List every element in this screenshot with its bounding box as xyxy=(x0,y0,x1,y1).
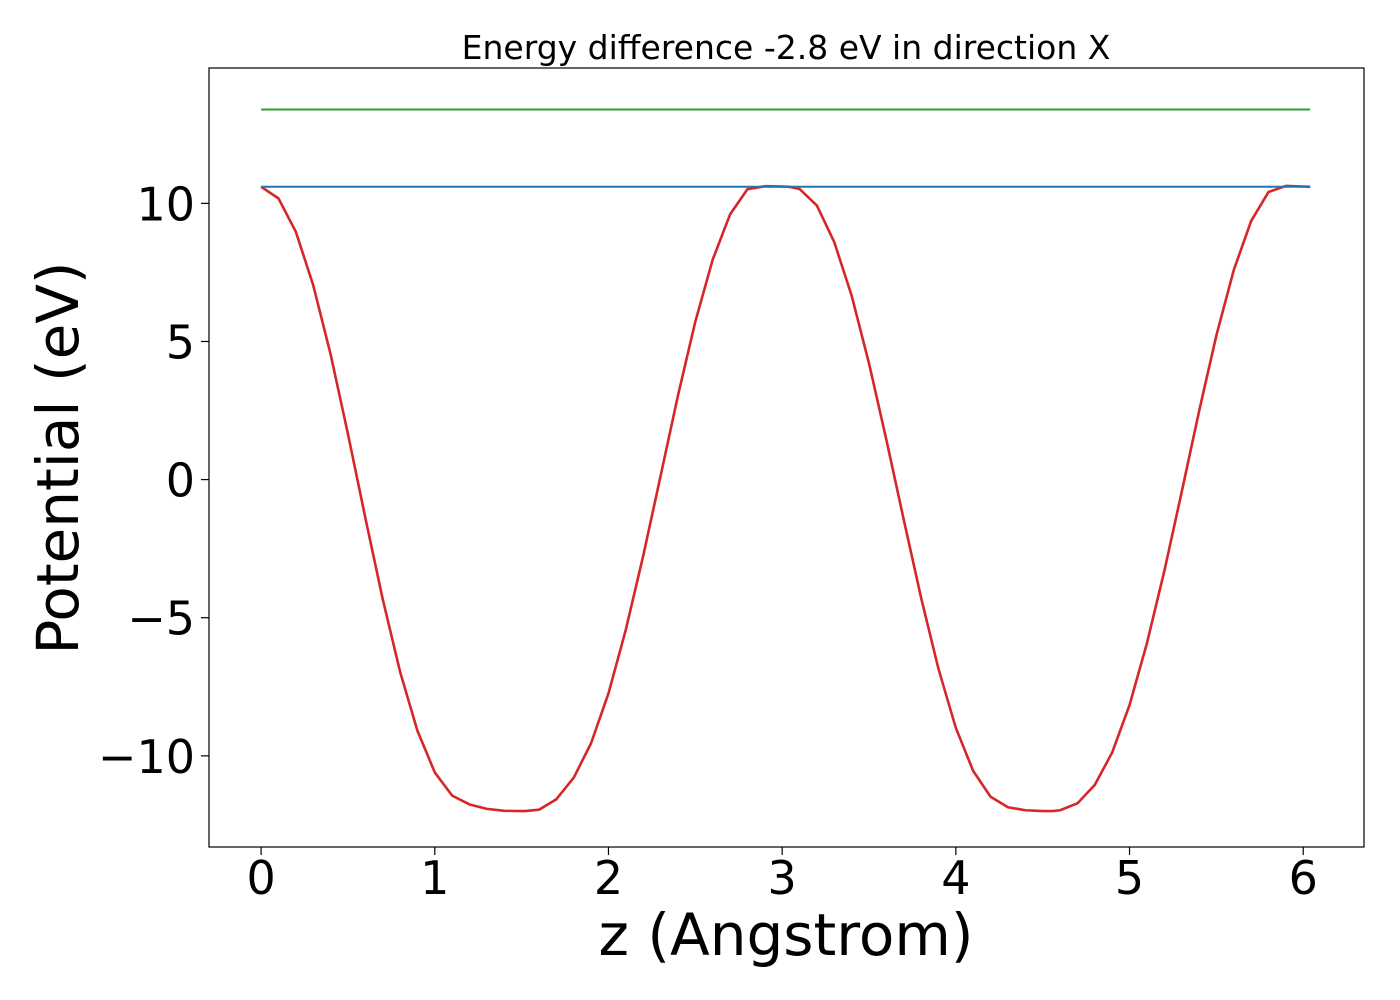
chart-title: Energy difference -2.8 eV in direction X xyxy=(462,28,1111,67)
x-tick-label: 4 xyxy=(941,851,970,905)
x-axis-title: z (Angstrom) xyxy=(599,901,974,969)
series-layer xyxy=(260,108,1311,813)
x-tick-label: 3 xyxy=(768,851,797,905)
x-axis-ticks: 0 1 2 3 4 5 6 xyxy=(246,847,1318,905)
x-tick-label: 1 xyxy=(420,851,449,905)
y-axis-title: Potential (eV) xyxy=(24,261,92,654)
x-tick-label: 0 xyxy=(246,851,275,905)
y-tick-label: 10 xyxy=(136,177,195,231)
x-tick-label: 6 xyxy=(1289,851,1318,905)
y-tick-label: −5 xyxy=(127,592,195,646)
x-tick-label: 2 xyxy=(594,851,623,905)
x-tick-label: 5 xyxy=(1115,851,1144,905)
y-axis-ticks: −10 −5 0 5 10 xyxy=(98,177,209,784)
y-tick-label: 0 xyxy=(166,454,195,508)
plot-frame xyxy=(208,67,1365,848)
y-tick-label: 5 xyxy=(166,315,195,369)
y-tick-label: −10 xyxy=(98,730,195,784)
